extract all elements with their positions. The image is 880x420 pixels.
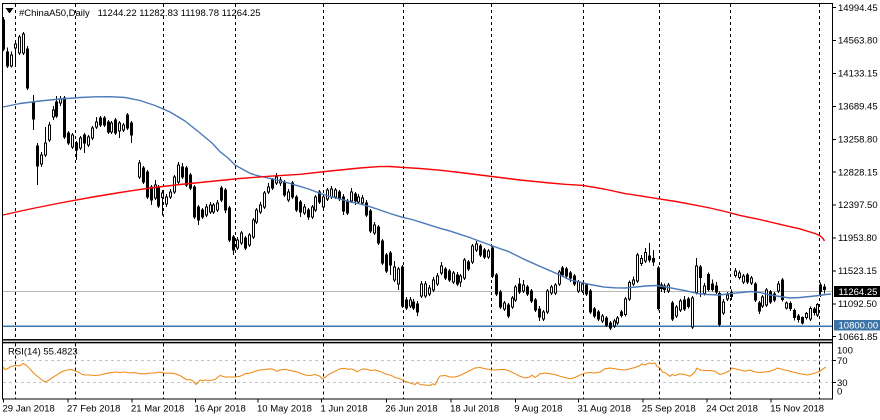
svg-text:10 May 2018: 10 May 2018 bbox=[257, 404, 312, 415]
svg-text:15 Nov 2018: 15 Nov 2018 bbox=[770, 404, 824, 415]
svg-text:21 Mar 2018: 21 Mar 2018 bbox=[131, 404, 184, 415]
svg-text:10661.85: 10661.85 bbox=[838, 332, 878, 343]
svg-text:13689.45: 13689.45 bbox=[838, 102, 878, 113]
svg-text:14563.80: 14563.80 bbox=[838, 36, 878, 47]
svg-text:27 Feb 2018: 27 Feb 2018 bbox=[67, 404, 120, 415]
svg-text:26 Jun 2018: 26 Jun 2018 bbox=[385, 404, 437, 415]
svg-text:11264.25: 11264.25 bbox=[839, 287, 878, 298]
svg-text:12397.50: 12397.50 bbox=[838, 200, 878, 211]
svg-text:14133.15: 14133.15 bbox=[838, 69, 878, 80]
svg-text:RSI(14) 55.4823: RSI(14) 55.4823 bbox=[8, 347, 78, 358]
svg-text:13258.80: 13258.80 bbox=[838, 134, 878, 145]
svg-text:24 Oct 2018: 24 Oct 2018 bbox=[706, 404, 758, 415]
svg-text:30: 30 bbox=[837, 378, 848, 389]
svg-text:25 Sep 2018: 25 Sep 2018 bbox=[642, 404, 696, 415]
svg-text:29 Jan 2018: 29 Jan 2018 bbox=[3, 404, 55, 415]
svg-text:100: 100 bbox=[837, 346, 853, 357]
svg-text:14994.45: 14994.45 bbox=[838, 3, 878, 14]
svg-text:1 Jun 2018: 1 Jun 2018 bbox=[321, 404, 368, 415]
svg-text:11523.15: 11523.15 bbox=[838, 266, 877, 277]
svg-text:0: 0 bbox=[837, 387, 842, 398]
svg-text:12828.15: 12828.15 bbox=[838, 167, 878, 178]
svg-text:16 Apr 2018: 16 Apr 2018 bbox=[195, 404, 246, 415]
svg-text:9 Aug 2018: 9 Aug 2018 bbox=[514, 404, 562, 415]
svg-text:#ChinaA50,Daily 11244.22 112: #ChinaA50,Daily 11244.22 11282.83 11198.… bbox=[19, 8, 261, 19]
svg-text:70: 70 bbox=[837, 356, 848, 367]
svg-text:11953.80: 11953.80 bbox=[838, 233, 877, 244]
svg-text:10800.00: 10800.00 bbox=[839, 321, 879, 332]
svg-text:31 Aug 2018: 31 Aug 2018 bbox=[578, 404, 631, 415]
svg-text:18 Jul 2018: 18 Jul 2018 bbox=[450, 404, 499, 415]
svg-text:11092.50: 11092.50 bbox=[838, 299, 877, 310]
